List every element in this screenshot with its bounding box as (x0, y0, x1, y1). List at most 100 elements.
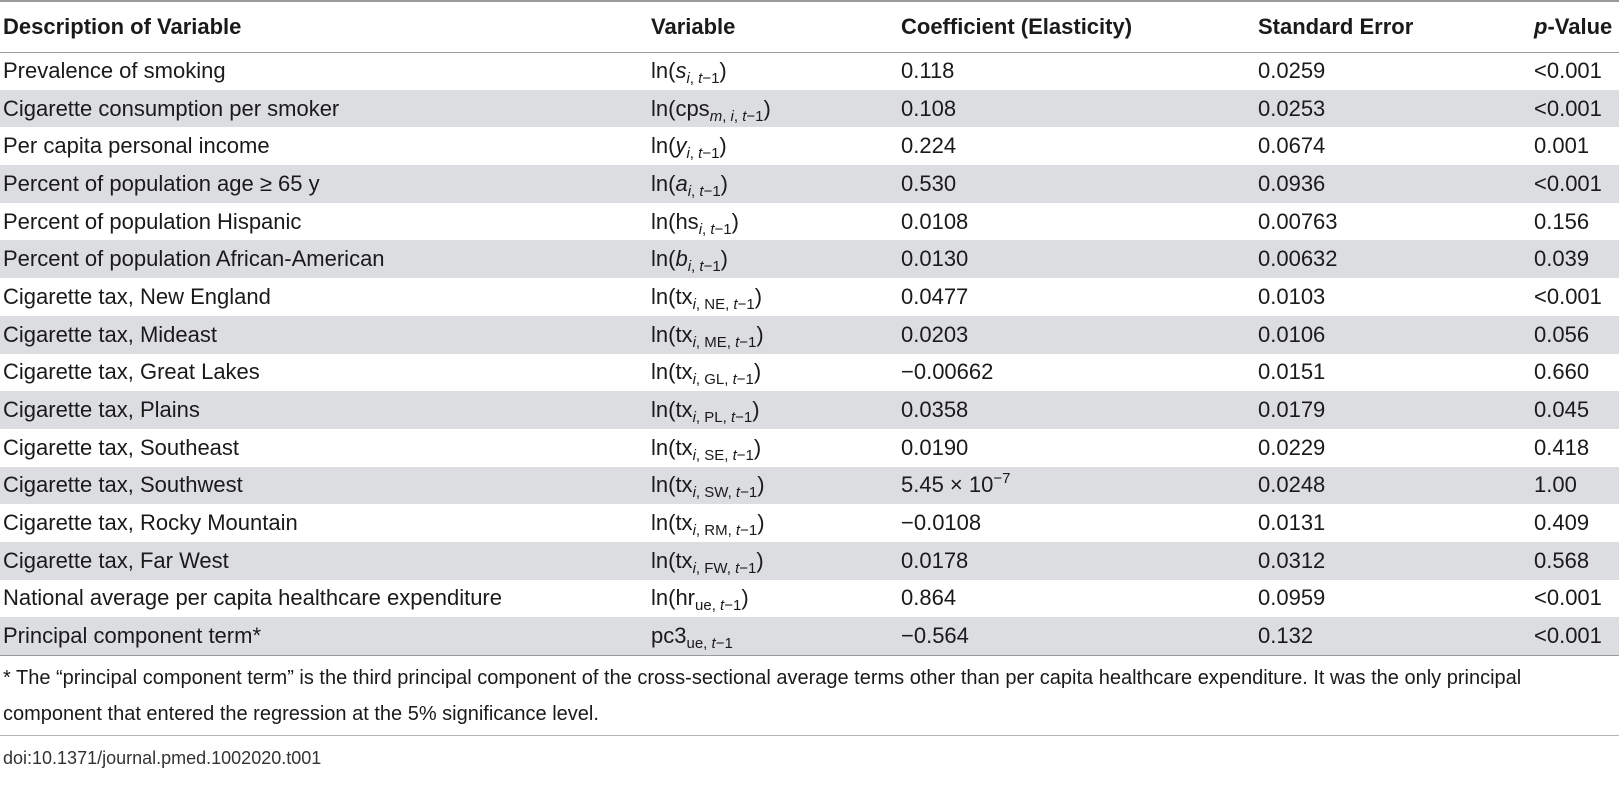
variable-base: pc3 (651, 622, 687, 648)
cell-standard-error: 0.0103 (1258, 283, 1326, 309)
table-row: Percent of population Hispanic ln(hsi, t−… (0, 203, 1619, 241)
cell-p-value: 0.660 (1534, 359, 1590, 385)
table-row: Cigarette tax, Mideast ln(txi, ME, t−1) 0.… (0, 315, 1619, 354)
header-variable: Variable (648, 0, 898, 53)
variable-symbol: s (675, 58, 687, 84)
cell-coefficient: 0.0190 (898, 429, 1255, 467)
cell-standard-error: 0.0151 (1258, 359, 1326, 385)
variable-base: ln( (651, 246, 676, 272)
variable-subscript: m, i, t−1 (709, 107, 764, 125)
cell-description: Cigarette consumption per smoker (0, 89, 648, 128)
table-row: Cigarette tax, Great Lakes ln(txi, GL, t−… (0, 354, 1619, 392)
cell-description: Cigarette tax, Plains (0, 391, 648, 429)
variable-subscript: i, GL, t−1 (692, 371, 754, 389)
cell-coefficient: 0.118 (898, 52, 1255, 90)
header-standard-error: Standard Error (1255, 0, 1531, 53)
coefficient-value: 0.0130 (901, 246, 969, 272)
table-row: Prevalence of smoking ln(si, t−1) 0.118 0.0… (0, 52, 1619, 90)
coefficient-value: 0.0190 (901, 434, 969, 460)
coefficient-value: 0.0203 (901, 321, 969, 347)
cell-standard-error: 0.0959 (1258, 585, 1326, 611)
cell-coefficient: 0.108 (898, 89, 1255, 128)
variable-close: ) (757, 510, 765, 536)
cell-p-value: 1.00 (1531, 466, 1619, 505)
cell-p-value: 0.568 (1531, 541, 1619, 580)
variable-base: ln(tx (651, 472, 693, 498)
cell-standard-error: 0.0936 (1255, 165, 1531, 203)
coefficient-exponent: −7 (993, 470, 1011, 488)
variable-subscript: i, SW, t−1 (692, 484, 758, 502)
variable-close: ) (763, 95, 771, 121)
cell-variable: ln(txi, SW, t−1) (648, 466, 898, 505)
cell-standard-error: 0.0106 (1255, 315, 1531, 354)
cell-standard-error: 0.00763 (1258, 208, 1338, 234)
variable-base: ln( (651, 133, 676, 159)
header-coefficient: Coefficient (Elasticity) (898, 0, 1255, 53)
cell-standard-error: 0.0259 (1258, 58, 1326, 84)
coefficient-value: 0.0108 (901, 208, 969, 234)
cell-description: Percent of population African-American (0, 240, 648, 279)
table-body: Prevalence of smoking ln(si, t−1) 0.118 0.0… (0, 52, 1619, 656)
cell-p-value: 0.409 (1534, 510, 1590, 536)
cell-coefficient: 0.0203 (898, 315, 1255, 354)
variable-subscript: i, NE, t−1 (692, 295, 755, 313)
variable-base: ln(hr (651, 585, 696, 611)
header-p-value: p-Value (1531, 0, 1619, 53)
variable-subscript: i, SE, t−1 (692, 446, 754, 464)
cell-description: Cigarette tax, Southwest (0, 466, 648, 505)
variable-subscript: i, FW, t−1 (692, 559, 757, 577)
doi-label: doi:10.1371/journal.pmed.1002020.t001 (3, 748, 322, 768)
coefficient-value: 0.224 (901, 133, 957, 159)
variable-subscript: i, t−1 (687, 258, 721, 276)
header-p-rest: -Value (1547, 13, 1613, 39)
cell-standard-error: 0.0131 (1258, 510, 1326, 536)
cell-p-value: 0.045 (1531, 391, 1619, 429)
cell-standard-error: 0.0312 (1255, 541, 1531, 580)
coefficient-value: −0.564 (901, 622, 969, 648)
cell-coefficient: 0.0358 (898, 391, 1255, 429)
variable-base: ln(tx (651, 321, 693, 347)
table-row: Cigarette tax, Southwest ln(txi, SW, t−1)… (0, 466, 1619, 505)
table-row: Cigarette tax, Far West ln(txi, FW, t−1) 0… (0, 541, 1619, 580)
cell-p-value: 0.039 (1531, 240, 1619, 279)
cell-standard-error: 0.0674 (1258, 133, 1326, 159)
variable-close: ) (731, 208, 739, 234)
cell-variable: ln(cpsm, i, t−1) (648, 89, 898, 128)
variable-close: ) (757, 472, 765, 498)
cell-variable: ln(txi, ME, t−1) (648, 315, 898, 354)
cell-p-value: 0.001 (1534, 133, 1590, 159)
cell-coefficient: −0.564 (898, 617, 1255, 656)
cell-p-value: <0.001 (1531, 617, 1619, 656)
coefficient-value: −0.0108 (901, 510, 982, 536)
cell-variable: ln(si, t−1) (648, 52, 898, 90)
cell-variable: ln(txi, SE, t−1) (648, 429, 898, 467)
cell-coefficient: 0.864 (898, 580, 1255, 618)
variable-close: ) (720, 170, 728, 196)
cell-description: National average per capita healthcare e… (3, 585, 502, 611)
header-p-italic: p (1534, 13, 1548, 39)
cell-coefficient: 0.0130 (898, 240, 1255, 279)
variable-base: ln(cps (651, 95, 710, 121)
cell-variable: ln(hsi, t−1) (648, 203, 898, 241)
cell-variable: ln(hrue, t−1) (648, 580, 898, 618)
coefficient-value: 0.0477 (901, 283, 969, 309)
variable-base: ln(tx (651, 397, 693, 423)
table-row: Cigarette consumption per smoker ln(cpsm,… (0, 89, 1619, 128)
coefficient-value: 0.118 (901, 58, 955, 84)
table-row: National average per capita healthcare e… (0, 580, 1619, 618)
cell-p-value: 0.418 (1534, 434, 1590, 460)
cell-description: Cigarette tax, Far West (0, 541, 648, 580)
coefficient-value: 0.0178 (901, 547, 969, 573)
variable-symbol: b (675, 246, 688, 272)
cell-variable: ln(txi, GL, t−1) (648, 354, 898, 392)
variable-close: ) (754, 283, 763, 309)
variable-close: ) (719, 133, 727, 159)
variable-subscript: i, t−1 (686, 70, 720, 88)
coefficient-value: 0.530 (901, 170, 957, 196)
cell-description: Per capita personal income (3, 133, 270, 159)
cell-description: Cigarette tax, Rocky Mountain (3, 510, 298, 536)
variable-close: ) (752, 397, 760, 423)
regression-table: Description of Variable Variable Coeffic… (0, 0, 1619, 656)
variable-subscript: i, ME, t−1 (692, 333, 757, 351)
variable-base: ln(tx (651, 283, 693, 309)
